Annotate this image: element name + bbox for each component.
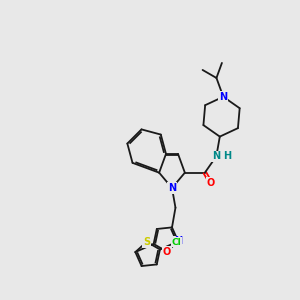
Text: N: N [174, 236, 182, 246]
Text: N: N [168, 183, 176, 193]
Text: S: S [143, 237, 150, 247]
Text: O: O [207, 178, 215, 188]
Text: N: N [212, 151, 220, 161]
Text: Cl: Cl [172, 238, 181, 247]
Text: H: H [223, 151, 232, 161]
Text: N: N [219, 92, 227, 102]
Text: O: O [163, 247, 171, 256]
